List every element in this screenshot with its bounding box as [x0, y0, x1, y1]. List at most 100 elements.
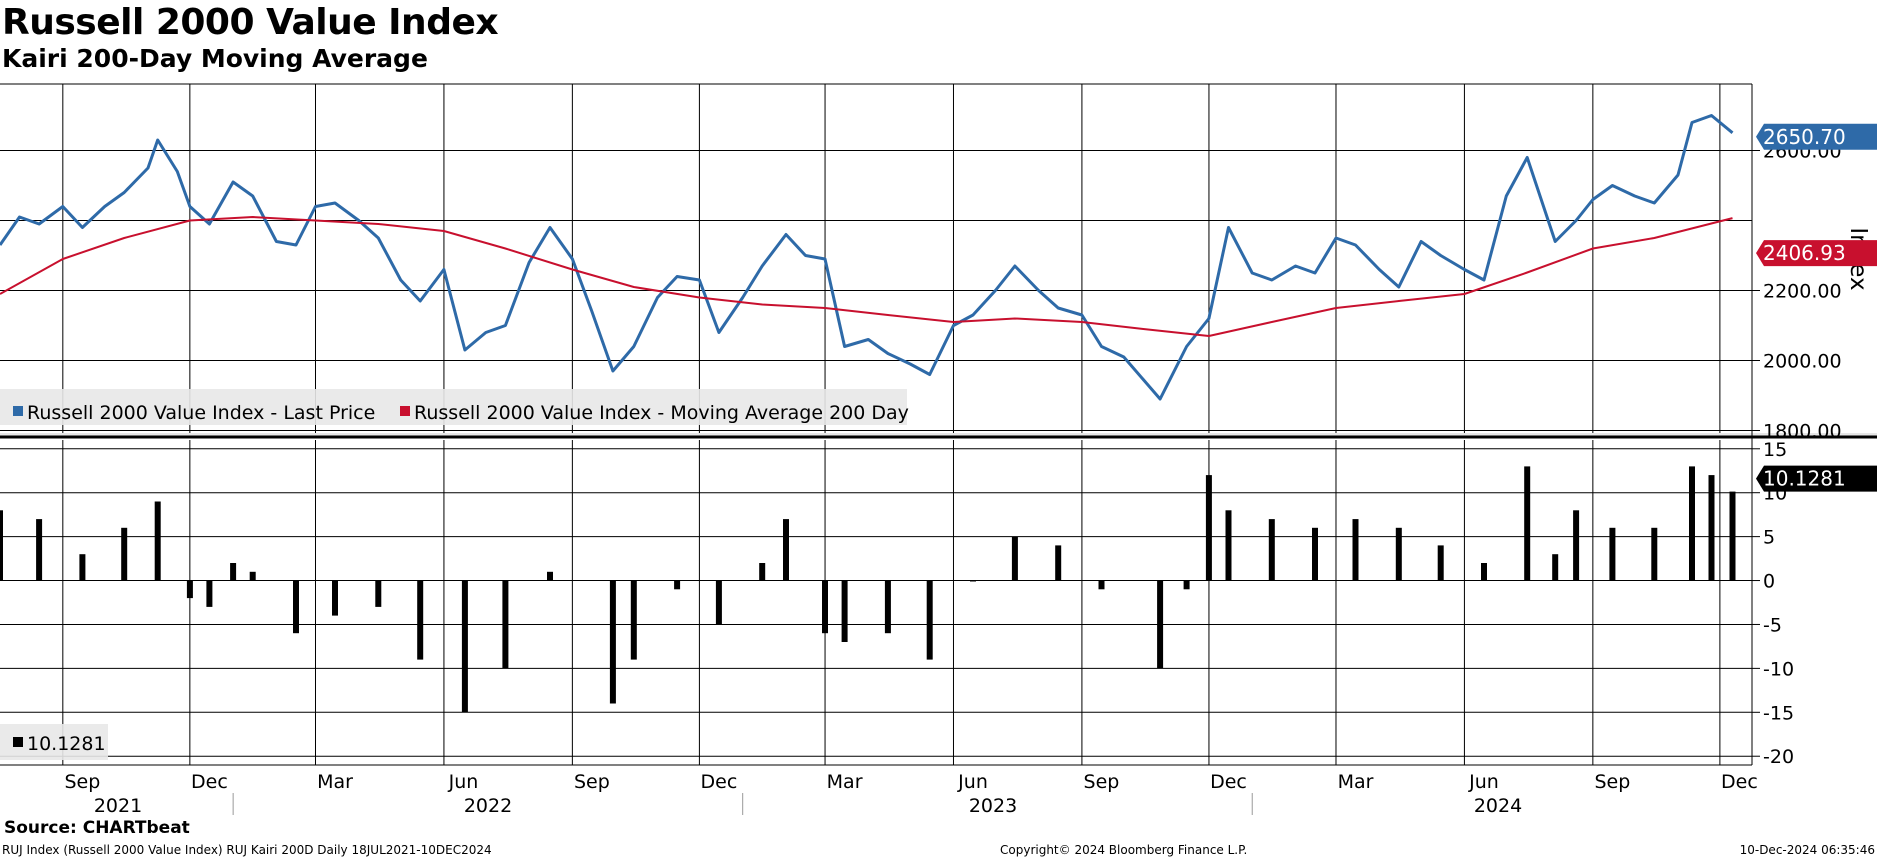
kairi-bar	[783, 519, 789, 581]
kairi-bar	[121, 527, 128, 581]
kairi-bar	[759, 563, 766, 581]
kairi-bar	[630, 580, 637, 660]
last-price-line	[0, 114, 1734, 401]
x-month-label: Mar	[827, 771, 863, 793]
upper-ytick-label: 2200.00	[1763, 281, 1842, 303]
last-price-callout-box	[1756, 123, 1877, 150]
kairi-bar	[1205, 475, 1212, 581]
lower-legend: 10.1281	[0, 724, 108, 760]
kairi-bar	[547, 571, 553, 581]
last-price-callout-text: 2650.70	[1763, 125, 1846, 149]
legend-price-label: Russell 2000 Value Index - Last Price	[27, 402, 375, 424]
last-price-callout: 2650.70	[1756, 123, 1877, 150]
kairi-bar	[461, 580, 468, 713]
footer-ticker-info: RUJ Index (Russell 2000 Value Index) RUJ…	[2, 843, 492, 857]
kairi-bar	[502, 580, 509, 669]
kairi-bar	[154, 501, 161, 581]
lower-ytick-label: -20	[1763, 746, 1794, 768]
kairi-bar	[1268, 519, 1275, 581]
kairi-bar	[1573, 510, 1580, 581]
kairi-bar	[1689, 466, 1695, 581]
kairi-bar	[230, 563, 237, 581]
lower-panel	[0, 466, 1736, 713]
kairi-callout: 10.1281	[1756, 465, 1877, 492]
kairi-bar	[1708, 475, 1715, 581]
kairi-bar	[0, 510, 3, 581]
legend-kairi-label: 10.1281	[27, 733, 106, 755]
kairi-bar	[1552, 554, 1559, 581]
kairi-bar	[1312, 527, 1318, 581]
legend-ma-swatch	[400, 406, 410, 416]
ma-callout: 2406.93	[1756, 240, 1877, 267]
lower-ytick-label: 15	[1763, 439, 1787, 461]
kairi-bar	[822, 580, 828, 634]
kairi-bar	[1225, 510, 1232, 581]
x-month-label: Sep	[64, 771, 100, 793]
kairi-bar	[715, 580, 722, 625]
x-month-label: Sep	[1084, 771, 1120, 793]
lower-ytick-label: 5	[1763, 527, 1775, 549]
x-month-label: Jun	[448, 771, 479, 793]
legend-kairi-swatch	[13, 737, 23, 747]
upper-legend: Russell 2000 Value Index - Last Price Rus…	[0, 389, 909, 425]
kairi-bar	[1481, 563, 1487, 581]
kairi-bar	[206, 580, 213, 607]
axis-layer: 1800.002000.002200.002600.00Index151050-…	[0, 84, 1877, 817]
kairi-bar	[375, 580, 382, 607]
kairi-bar	[417, 580, 424, 660]
moving-average-line	[0, 216, 1733, 337]
upper-legend-bg	[0, 389, 907, 425]
kairi-bar	[841, 580, 848, 642]
source-label: Source: CHARTbeat	[4, 818, 190, 838]
x-year-label: 2023	[969, 795, 1017, 817]
x-year-label: 2022	[464, 795, 512, 817]
kairi-bar	[1183, 580, 1190, 590]
kairi-bar	[1157, 580, 1164, 669]
upper-ytick-label: 2000.00	[1763, 351, 1842, 373]
kairi-bar	[1011, 536, 1018, 581]
x-month-label: Sep	[574, 771, 610, 793]
upper-ytick-label: 1800.00	[1763, 421, 1842, 443]
x-month-label: Dec	[1721, 771, 1758, 793]
kairi-bar	[884, 580, 891, 634]
kairi-bar	[186, 580, 193, 599]
kairi-bar	[79, 554, 86, 581]
x-month-label: Mar	[317, 771, 353, 793]
lower-ytick-label: 0	[1763, 571, 1775, 593]
legend-price-swatch	[13, 406, 23, 416]
kairi-bar	[1524, 466, 1531, 581]
kairi-bar	[1437, 545, 1444, 581]
kairi-bar	[674, 580, 681, 590]
legend-ma-label: Russell 2000 Value Index - Moving Averag…	[414, 402, 909, 424]
lower-ytick-label: -5	[1763, 614, 1782, 636]
kairi-bar	[1729, 491, 1736, 581]
x-month-label: Jun	[957, 771, 988, 793]
kairi-bar	[1098, 580, 1105, 590]
upper-panel	[0, 114, 1734, 401]
x-month-label: Dec	[191, 771, 228, 793]
footer-timestamp: 10-Dec-2024 06:35:46	[1739, 843, 1875, 857]
kairi-bar	[249, 571, 256, 581]
ma-callout-box	[1756, 240, 1877, 267]
x-month-label: Sep	[1594, 771, 1630, 793]
x-month-label: Dec	[1210, 771, 1247, 793]
x-year-label: 2024	[1474, 795, 1522, 817]
kairi-bar	[332, 580, 338, 616]
kairi-callout-box	[1756, 465, 1877, 492]
kairi-bar	[926, 580, 933, 660]
x-month-label: Mar	[1338, 771, 1374, 793]
ma-callout-text: 2406.93	[1763, 241, 1846, 265]
kairi-bar	[609, 580, 616, 704]
x-year-label: 2021	[94, 795, 142, 817]
lower-ytick-label: -10	[1763, 658, 1794, 680]
kairi-bar	[1609, 527, 1616, 581]
kairi-bar	[1352, 519, 1359, 581]
x-month-label: Jun	[1468, 771, 1499, 793]
lower-ytick-label: -15	[1763, 702, 1794, 724]
x-month-label: Dec	[701, 771, 738, 793]
kairi-bar	[293, 580, 299, 634]
kairi-bar	[1651, 527, 1658, 581]
footer-copyright: Copyright© 2024 Bloomberg Finance L.P.	[1000, 843, 1248, 857]
kairi-callout-text: 10.1281	[1763, 467, 1846, 491]
